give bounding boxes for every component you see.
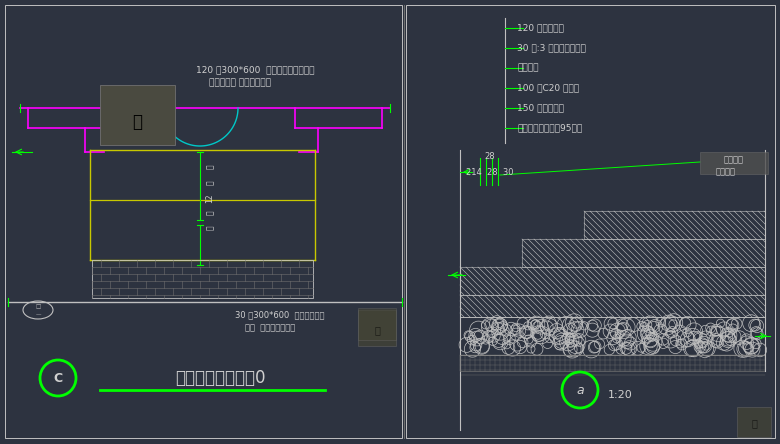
Bar — [460, 317, 765, 355]
Text: 30 厚300*600  芝麻灰荔枝面: 30 厚300*600 芝麻灰荔枝面 — [236, 310, 324, 320]
Bar — [358, 310, 396, 346]
Bar — [460, 355, 765, 371]
Text: a: a — [576, 384, 583, 396]
Text: 槽宽，深: 槽宽，深 — [716, 167, 736, 177]
Text: 🌿: 🌿 — [374, 325, 380, 335]
Text: 1:20: 1:20 — [608, 390, 633, 400]
Text: 214  28  30: 214 28 30 — [466, 167, 514, 177]
Text: 入口台阶标准做法0: 入口台阶标准做法0 — [175, 369, 265, 387]
Text: 🌿: 🌿 — [132, 113, 142, 131]
Text: 素土夯实（夯实度95砂斤: 素土夯实（夯实度95砂斤 — [517, 123, 582, 132]
Bar — [737, 407, 771, 437]
Text: 宽: 宽 — [205, 181, 215, 185]
Text: 100 厚C20 混凝土: 100 厚C20 混凝土 — [517, 83, 579, 92]
Text: □: □ — [35, 305, 41, 309]
Text: 踏面为烧面 踢面为自然面: 踏面为烧面 踢面为自然面 — [209, 79, 271, 87]
Bar — [92, 260, 313, 298]
Bar — [100, 85, 175, 145]
Bar — [700, 152, 768, 174]
Text: 槽: 槽 — [205, 211, 215, 215]
Bar — [5, 5, 402, 438]
Text: 120 厚300*600  福建青花岗石踏步石: 120 厚300*600 福建青花岗石踏步石 — [196, 66, 314, 75]
Text: 12: 12 — [205, 193, 215, 203]
Bar — [406, 5, 775, 438]
Text: 砖砌台阶: 砖砌台阶 — [517, 63, 538, 72]
Text: 深: 深 — [205, 226, 215, 230]
Text: 🌿: 🌿 — [751, 418, 757, 428]
Text: 120 厚石材踏步: 120 厚石材踏步 — [517, 24, 564, 32]
Text: C: C — [54, 372, 62, 385]
Text: 表面拉槽: 表面拉槽 — [724, 155, 744, 164]
Bar — [358, 308, 396, 340]
Text: 28: 28 — [484, 151, 495, 160]
Text: 槽: 槽 — [205, 165, 215, 169]
Text: —: — — [35, 313, 41, 317]
Text: 缝宽  同色水泥勾缝源: 缝宽 同色水泥勾缝源 — [245, 324, 295, 333]
Text: 30 厚:3 水泥砂浆粘接层: 30 厚:3 水泥砂浆粘接层 — [517, 44, 586, 52]
Text: 150 厚级配碎石: 150 厚级配碎石 — [517, 103, 564, 112]
